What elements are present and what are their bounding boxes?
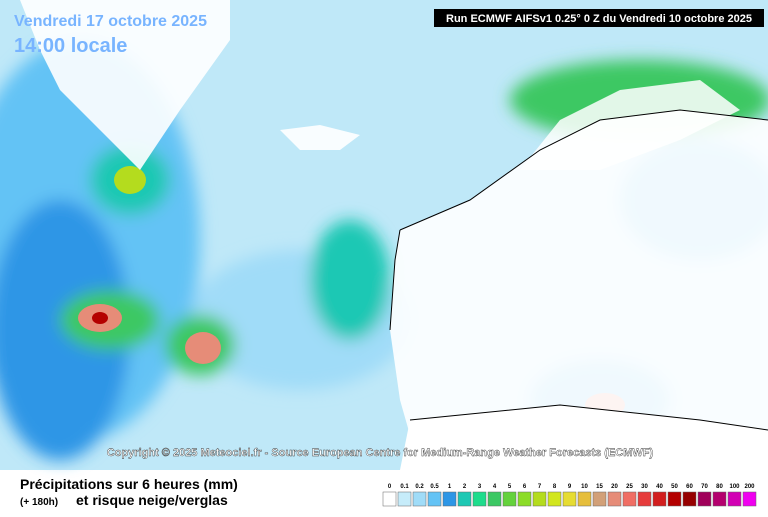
legend-swatch xyxy=(412,491,427,507)
legend-label: 9 xyxy=(568,484,572,490)
legend-label: 2 xyxy=(463,484,467,490)
legend-label: 8 xyxy=(553,484,557,490)
legend-label: 1 xyxy=(448,484,452,490)
legend-label: 4 xyxy=(493,484,497,490)
legend-label: 50 xyxy=(671,484,678,490)
legend-swatch xyxy=(472,491,487,507)
legend-label: 0 xyxy=(388,484,392,490)
footer-title: Précipitations sur 6 heures (mm) xyxy=(20,476,238,492)
legend-swatch xyxy=(517,491,532,507)
legend-swatch xyxy=(652,491,667,507)
legend-label: 6 xyxy=(523,484,527,490)
legend-label: 100 xyxy=(729,484,740,490)
legend-swatch xyxy=(577,491,592,507)
legend-label: 30 xyxy=(641,484,648,490)
legend-label: 80 xyxy=(716,484,723,490)
legend-label: 20 xyxy=(611,484,618,490)
legend-label: 15 xyxy=(596,484,603,490)
legend-label: 60 xyxy=(686,484,693,490)
legend-swatch xyxy=(622,491,637,507)
legend-label: 25 xyxy=(626,484,633,490)
legend-swatch xyxy=(727,491,742,507)
legend-swatch xyxy=(742,491,757,507)
legend-swatch xyxy=(427,491,442,507)
legend-swatch xyxy=(697,491,712,507)
time: 14:00 locale xyxy=(14,35,127,57)
legend-swatch xyxy=(487,491,502,507)
legend-swatch xyxy=(667,491,682,507)
legend-swatch xyxy=(397,491,412,507)
legend-label: 200 xyxy=(744,484,755,490)
legend-swatch xyxy=(382,491,397,507)
legend-label: 70 xyxy=(701,484,708,490)
legend-swatch xyxy=(547,491,562,507)
legend-swatch xyxy=(532,491,547,507)
legend-swatch xyxy=(592,491,607,507)
footer-lead: (+ 180h) xyxy=(20,497,58,508)
map xyxy=(0,0,768,470)
legend-swatch xyxy=(562,491,577,507)
legend-label: 5 xyxy=(508,484,512,490)
legend-label: 3 xyxy=(478,484,482,490)
legend-swatch xyxy=(682,491,697,507)
legend-label: 7 xyxy=(538,484,542,490)
legend-label: 0.1 xyxy=(400,484,409,490)
legend-label: 40 xyxy=(656,484,663,490)
legend-swatch xyxy=(442,491,457,507)
footer-subtitle: et risque neige/verglas xyxy=(76,492,228,508)
legend: 0 0.1 0.2 0.5 1 2 3 4 5 6 7 8 9 10 15 20 25 30 40 50 60 70 80 1… xyxy=(382,484,757,507)
legend-swatch xyxy=(637,491,652,507)
date: Vendredi 17 octobre 2025 xyxy=(14,13,207,30)
legend-swatch xyxy=(712,491,727,507)
legend-label: 0.5 xyxy=(430,484,439,490)
run-info: Run ECMWF AIFSv1 0.25° 0 Z du Vendredi 1… xyxy=(446,13,752,25)
legend-label: 10 xyxy=(581,484,588,490)
legend-label: 0.2 xyxy=(415,484,424,490)
copyright: Copyright © 2025 Meteociel.fr - Source E… xyxy=(107,447,654,459)
legend-swatch xyxy=(607,491,622,507)
legend-swatch xyxy=(457,491,472,507)
legend-swatch xyxy=(502,491,517,507)
